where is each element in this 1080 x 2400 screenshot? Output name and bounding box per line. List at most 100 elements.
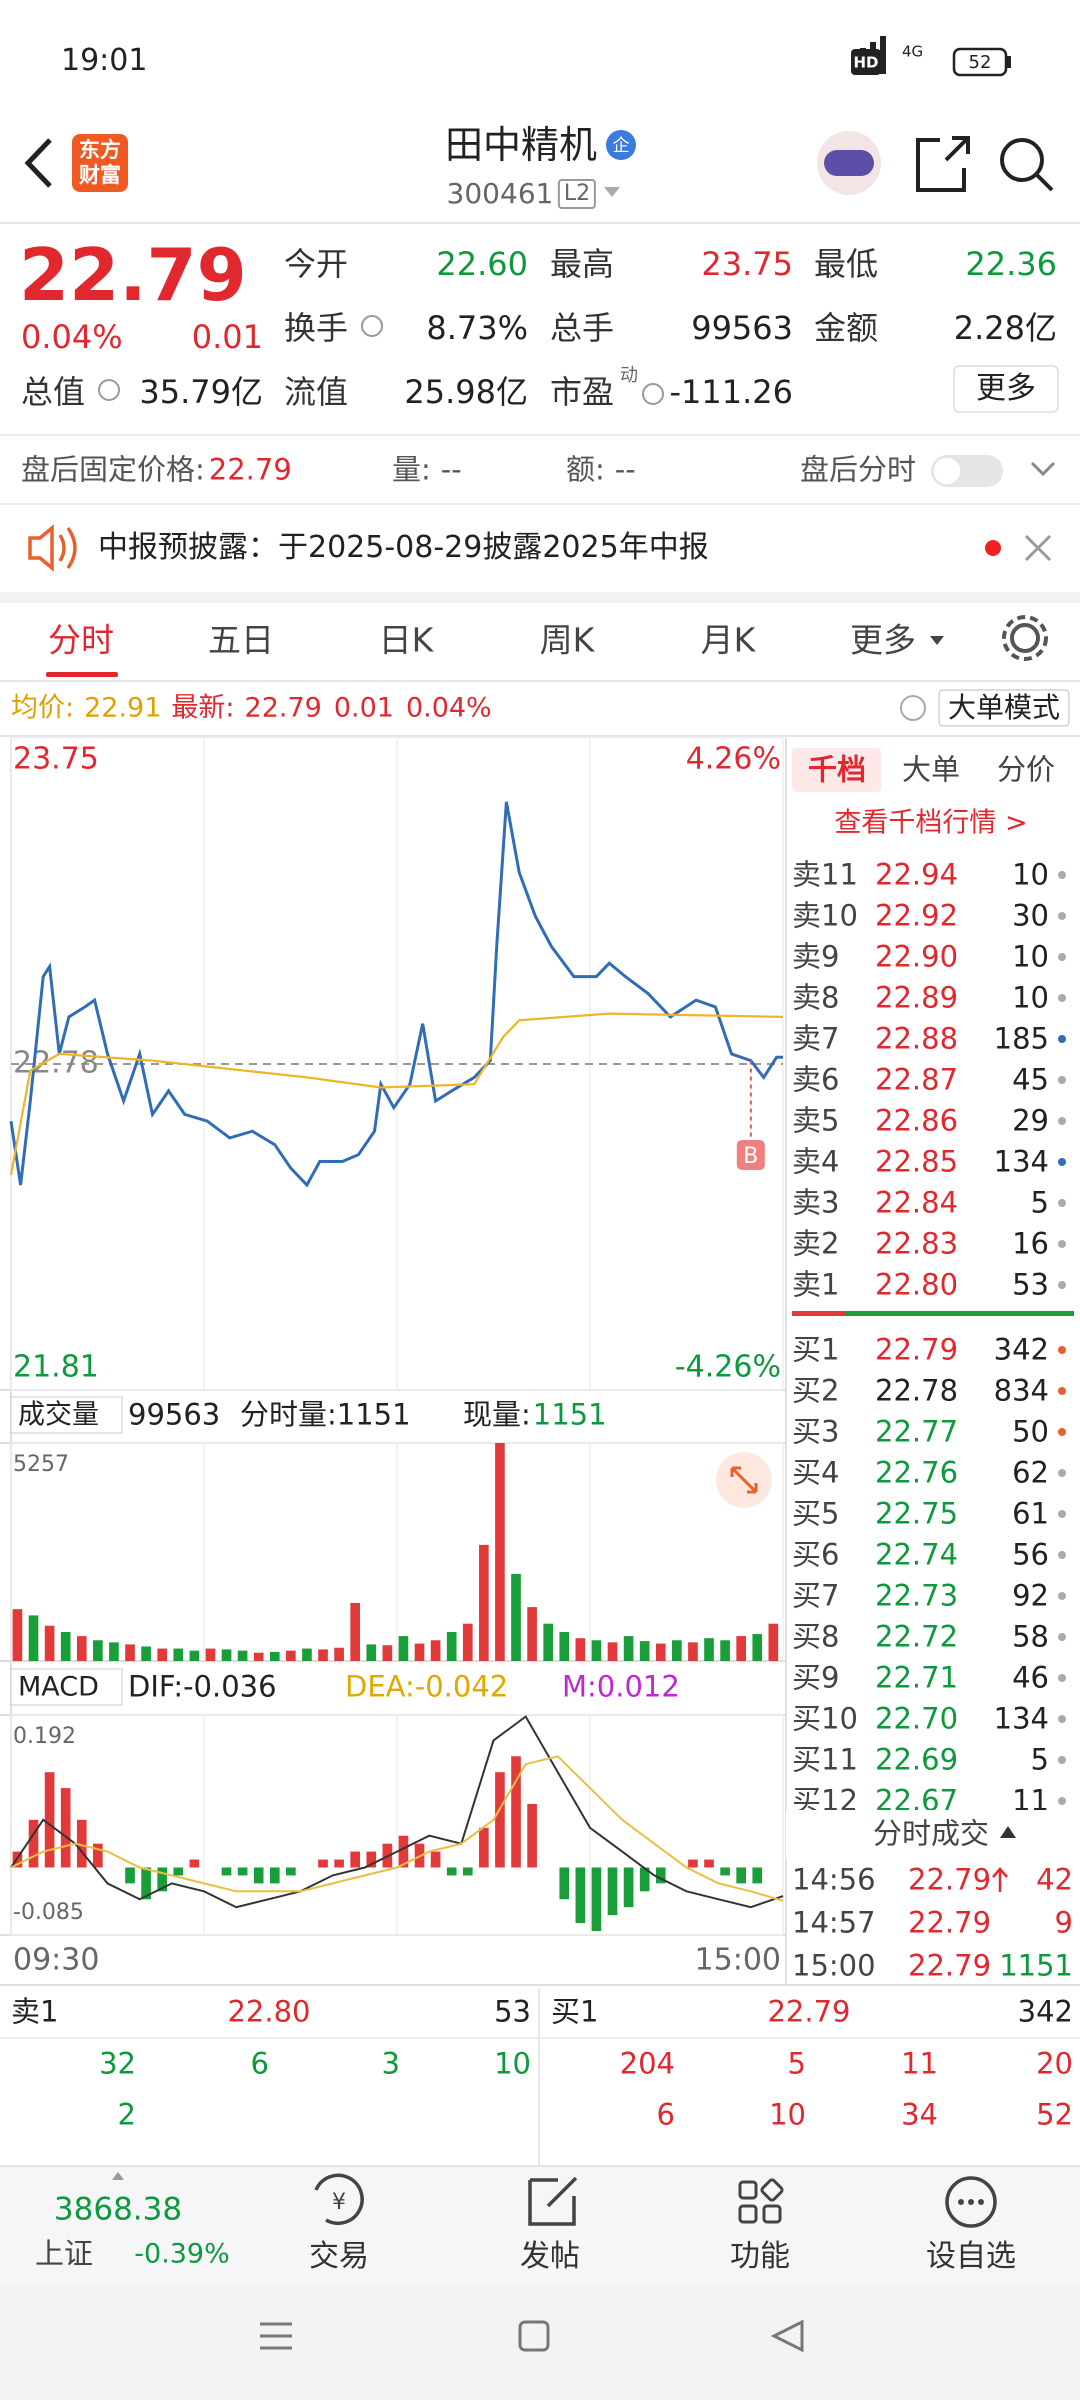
bid-price: 22.67 (875, 1783, 959, 1810)
tab[interactable]: 更多 (850, 620, 916, 660)
field-value: 8.73% (426, 309, 528, 347)
ask-qty: 5 (1030, 1185, 1049, 1220)
unread-dot (985, 540, 1001, 556)
bid-label: 买9 (792, 1660, 840, 1695)
field-label: 最低 (814, 245, 879, 283)
bar (462, 1623, 473, 1661)
ask-label: 卖7 (792, 1021, 840, 1056)
bid-price: 22.70 (875, 1701, 959, 1736)
bar (511, 1573, 521, 1661)
bid-qty: 92 (1012, 1578, 1049, 1613)
tab[interactable]: 周K (539, 620, 595, 660)
close-icon[interactable] (1024, 534, 1052, 562)
speaker-icon (28, 524, 77, 572)
bar (623, 1636, 634, 1661)
price-line (9, 801, 783, 1188)
collapse-icon[interactable] (1000, 1826, 1016, 1838)
ask-price: 22.88 (875, 1021, 959, 1056)
back-button[interactable] (770, 2319, 804, 2353)
bid-price: 22.72 (875, 1619, 959, 1654)
bid-label: 买2 (792, 1373, 840, 1408)
minute-volume: 分时量:1151 (240, 1397, 411, 1432)
y-tick-label: 23.75 (13, 742, 99, 777)
ratio-bar-bid (846, 1311, 1074, 1316)
mode-button[interactable] (938, 689, 1070, 727)
bar (446, 1867, 457, 1876)
bid-qty: 5 (1030, 1742, 1049, 1777)
home-button[interactable] (518, 2320, 550, 2352)
bar (655, 1867, 666, 1884)
order-book-tab[interactable]: 分价 (996, 752, 1056, 787)
bar (366, 1644, 377, 1661)
settings-icon[interactable] (1010, 623, 1040, 653)
bid-qty: 58 (1012, 1619, 1049, 1654)
level-dot (1058, 953, 1066, 961)
logo-line: 财富 (79, 163, 121, 187)
more-button-label[interactable]: 更多 (976, 371, 1036, 406)
index-change: -0.39% (134, 2238, 230, 2270)
ask-price: 22.80 (875, 1267, 959, 1302)
info-bar: 均价: 22.91 最新: 22.79 0.01 0.04% (11, 695, 492, 722)
text: 22.91 (84, 692, 162, 724)
tab[interactable]: 月K (700, 620, 756, 660)
watchlist-icon[interactable] (945, 2176, 997, 2228)
depth-link[interactable]: 查看千档行情 > (834, 807, 1028, 839)
info-icon[interactable] (98, 379, 120, 401)
chevron[interactable] (1030, 461, 1056, 477)
nav-item[interactable]: 功能 (730, 2239, 790, 2274)
badge: 企 (613, 136, 630, 156)
last-price: 22.79 (19, 233, 247, 317)
tab[interactable]: 日K (378, 620, 434, 660)
bar (704, 1638, 714, 1661)
bar (559, 1867, 570, 1900)
dropdown-icon[interactable] (930, 636, 944, 645)
more-button[interactable] (953, 365, 1059, 413)
ask-price: 22.87 (875, 1062, 959, 1097)
info-icon[interactable] (642, 383, 664, 405)
nav-item[interactable]: 设自选 (926, 2239, 1016, 2274)
bar (253, 1652, 264, 1661)
function-icon[interactable] (738, 2180, 758, 2200)
volume-selector[interactable]: 成交量 (18, 1399, 99, 1431)
info-icon[interactable] (361, 315, 383, 337)
battery-level: 52 (969, 52, 992, 73)
bid-price: 22.69 (875, 1742, 959, 1777)
bar (591, 1640, 602, 1661)
order-book-tab[interactable]: 大单 (901, 752, 961, 787)
mode-button-label[interactable]: 大单模式 (947, 691, 1061, 724)
expand-icon[interactable] (112, 2172, 124, 2180)
bid-label: 买8 (792, 1619, 840, 1654)
dropdown-icon[interactable] (604, 187, 620, 197)
ask-qty: 134 (993, 1144, 1049, 1179)
help-icon[interactable] (900, 695, 926, 721)
bid-price: 22.76 (875, 1455, 959, 1490)
selector-box[interactable] (10, 1668, 123, 1706)
order-book-tab[interactable]: 千档 (807, 752, 867, 787)
index-value[interactable]: 3868.38 (53, 2191, 183, 2228)
macd-selector[interactable]: MACD (18, 1671, 99, 1703)
bar (269, 1867, 280, 1884)
nav-item[interactable]: 交易 (309, 2239, 369, 2274)
tab[interactable]: 五日 (208, 620, 274, 660)
function-icon-part (762, 2204, 782, 2224)
trade-icon[interactable] (314, 2173, 364, 2226)
menu-button[interactable] (260, 2322, 292, 2350)
back-icon[interactable] (24, 138, 52, 188)
bid-qty: 134 (993, 1701, 1049, 1736)
bar (205, 1648, 216, 1661)
ask-label: 卖9 (792, 939, 840, 974)
toggle-knob (932, 456, 962, 486)
ask-qty: 29 (1012, 1103, 1049, 1138)
nav-item[interactable]: 发帖 (520, 2239, 580, 2274)
selector-box[interactable] (10, 1396, 123, 1434)
share-icon[interactable] (916, 136, 970, 192)
depth-cell: 2 (117, 2097, 136, 2132)
field-label: 最高 (550, 245, 615, 283)
bid-label: 买1 (792, 1332, 840, 1367)
search-icon[interactable] (1000, 138, 1044, 182)
bid-label: 买10 (792, 1701, 858, 1736)
post-icon[interactable] (528, 2176, 578, 2226)
level-dot (1058, 1076, 1066, 1084)
tab[interactable]: 分时 (48, 620, 114, 660)
